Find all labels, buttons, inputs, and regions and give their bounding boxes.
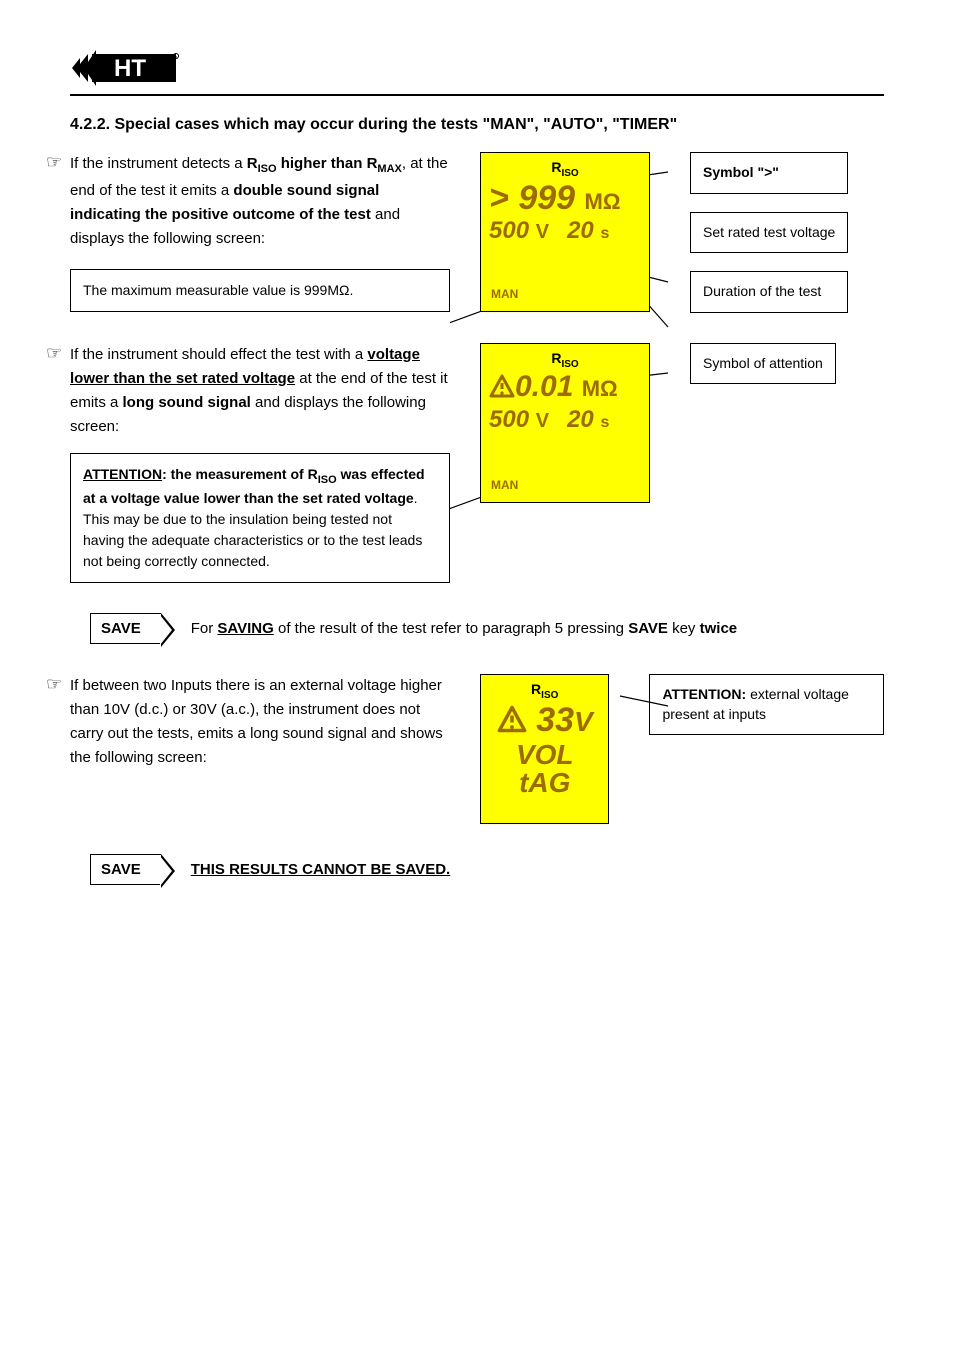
save-row-1: SAVE For SAVING of the result of the tes… <box>90 613 884 644</box>
warning-triangle-icon <box>497 705 527 739</box>
case-3: ☞ If between two Inputs there is an exte… <box>70 674 884 824</box>
pointer-icon: ☞ <box>46 343 62 364</box>
svg-text:HT: HT <box>114 55 146 82</box>
brand-logo: HT R <box>70 50 180 86</box>
case-1: ☞ If the instrument detects a RISO highe… <box>70 152 884 313</box>
txt: sound signal <box>283 182 380 199</box>
lcd-time: 20 s <box>567 406 609 434</box>
txt: If the instrument should effect the test… <box>70 346 367 363</box>
txt: higher than <box>277 155 367 172</box>
save-tag: SAVE <box>90 854 161 885</box>
case-3-right: RISO 33V VOL tAG ATTENTION: external vol… <box>450 674 884 824</box>
callout-duration: Duration of the test <box>690 271 848 313</box>
page-header: HT R <box>70 50 884 96</box>
txt: MAX <box>377 163 401 175</box>
txt: ATTENTION <box>83 466 162 482</box>
case-2-text-col: ☞ If the instrument should effect the te… <box>70 343 450 583</box>
callout-attention-symbol: Symbol of attention <box>690 343 836 385</box>
txt: Symbol of attention <box>703 355 823 371</box>
lcd-mode: MAN <box>491 287 518 301</box>
txt: R <box>308 466 318 482</box>
lcd-main-value: 0.01 MΩ <box>489 372 641 404</box>
txt: > <box>489 179 509 217</box>
lcd-display-2: RISO 0.01 MΩ 500 V 20 s MAN <box>480 343 650 503</box>
lcd-row2: 500 V 20 s <box>489 406 641 434</box>
txt: long sound signal <box>123 394 251 411</box>
txt: If the instrument detects a <box>70 155 247 172</box>
txt: Duration of the test <box>703 283 821 299</box>
txt: SAVING <box>217 620 273 637</box>
case-1-right: RISO > 999 MΩ 500 V 20 s MAN Symbol ">" … <box>450 152 884 313</box>
callout-symbol-gt: Symbol ">" <box>690 152 848 194</box>
case-3-text: If between two Inputs there is an extern… <box>70 674 450 770</box>
case-1-note-box: The maximum measurable value is 999MΩ. <box>70 269 450 312</box>
txt: ISO <box>561 168 578 179</box>
lcd-voltage: 500 V <box>489 406 549 434</box>
txt: SAVE <box>628 620 668 637</box>
note-text: The maximum measurable value is 999MΩ. <box>83 282 353 298</box>
lcd-voltage: 500 V <box>489 217 549 245</box>
case-2-right: RISO 0.01 MΩ 500 V 20 s MAN Symbol of at… <box>450 343 884 503</box>
case-3-text-col: ☞ If between two Inputs there is an exte… <box>70 674 450 770</box>
save-tag: SAVE <box>90 613 161 644</box>
txt: key <box>668 620 700 637</box>
case-2: ☞ If the instrument should effect the te… <box>70 343 884 583</box>
case-1-text: If the instrument detects a RISO higher … <box>70 152 450 251</box>
txt: For <box>191 620 218 637</box>
pointer-icon: ☞ <box>46 152 62 173</box>
txt: Symbol ">" <box>703 164 779 180</box>
txt: ISO <box>318 474 337 486</box>
txt: R <box>367 155 378 172</box>
txt: indicating the positive outcome of the t… <box>70 206 371 223</box>
txt: THIS RESULTS CANNOT BE SAVED. <box>191 861 450 878</box>
lcd-main-value: > 999 MΩ <box>489 181 641 215</box>
txt: MΩ <box>582 376 618 401</box>
txt: R <box>247 155 258 172</box>
save-text: For SAVING of the result of the test ref… <box>191 620 737 637</box>
warning-triangle-icon <box>489 374 515 404</box>
document-page: HT R 4.2.2. Special cases which may occu… <box>0 0 954 965</box>
svg-text:R: R <box>175 55 178 60</box>
txt: R <box>551 159 561 175</box>
lcd-row2: 500 V 20 s <box>489 217 641 245</box>
txt: R <box>531 681 541 697</box>
lcd-title: RISO <box>489 681 600 701</box>
pointer-icon: ☞ <box>46 674 62 695</box>
txt: R <box>551 350 561 366</box>
lcd-title: RISO <box>489 350 641 370</box>
save-text: THIS RESULTS CANNOT BE SAVED. <box>191 861 450 878</box>
lcd-voltag: VOL tAG <box>489 741 600 797</box>
txt: Set rated test voltage <box>703 224 835 240</box>
txt: 999 <box>518 179 575 217</box>
txt: 0.01 <box>515 370 573 403</box>
txt: ATTENTION: <box>662 686 746 702</box>
lcd-time: 20 s <box>567 217 609 245</box>
txt: : the measurement of <box>162 466 307 482</box>
section-heading: 4.2.2. Special cases which may occur dur… <box>70 116 884 134</box>
txt: ISO <box>258 163 277 175</box>
lcd-main-value: 33V <box>489 703 600 739</box>
lcd-display-3: RISO 33V VOL tAG <box>480 674 609 824</box>
txt: double <box>233 182 282 199</box>
txt: 33 <box>536 701 574 739</box>
case-1-text-col: ☞ If the instrument detects a RISO highe… <box>70 152 450 312</box>
case-2-attention-box: ATTENTION: the measurement of RISO was e… <box>70 453 450 583</box>
case-2-text: If the instrument should effect the test… <box>70 343 450 439</box>
callout-voltage: Set rated test voltage <box>690 212 848 254</box>
callout-attention-ext-voltage: ATTENTION: external voltage present at i… <box>649 674 884 735</box>
txt: twice <box>700 620 738 637</box>
lcd-mode: MAN <box>491 478 518 492</box>
txt: ISO <box>541 690 558 701</box>
lcd-display-1: RISO > 999 MΩ 500 V 20 s MAN <box>480 152 650 312</box>
txt: of the result of the test refer to parag… <box>274 620 628 637</box>
lcd-title: RISO <box>489 159 641 179</box>
txt: ISO <box>561 359 578 370</box>
txt: V <box>574 706 593 737</box>
txt: MΩ <box>585 189 621 214</box>
save-row-2: SAVE THIS RESULTS CANNOT BE SAVED. <box>90 854 884 885</box>
